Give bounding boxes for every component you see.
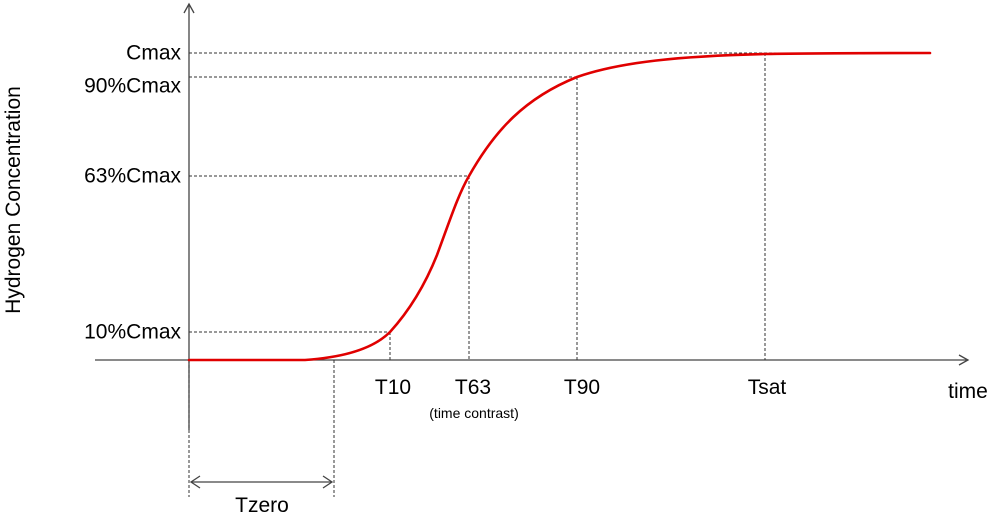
x-axis-title: time: [948, 380, 988, 403]
c10-label: 10%Cmax: [84, 321, 181, 344]
tzero-arrowhead-right: [322, 475, 334, 489]
y-axis-title: Hydrogen Concentration: [2, 86, 25, 314]
t10-label: T10: [375, 376, 411, 399]
tzero-label: Tzero: [235, 494, 289, 515]
tzero-arrowhead-left: [189, 475, 201, 489]
t63-label: T63: [455, 376, 491, 399]
t63-note: (time contrast): [429, 405, 518, 421]
concentration-curve: [187, 51, 932, 362]
t90-label: T90: [564, 376, 600, 399]
tsat-label: Tsat: [748, 376, 787, 399]
c90-label: 90%Cmax: [84, 75, 181, 98]
c63-label: 63%Cmax: [84, 165, 181, 188]
cmax-label: Cmax: [126, 42, 181, 65]
